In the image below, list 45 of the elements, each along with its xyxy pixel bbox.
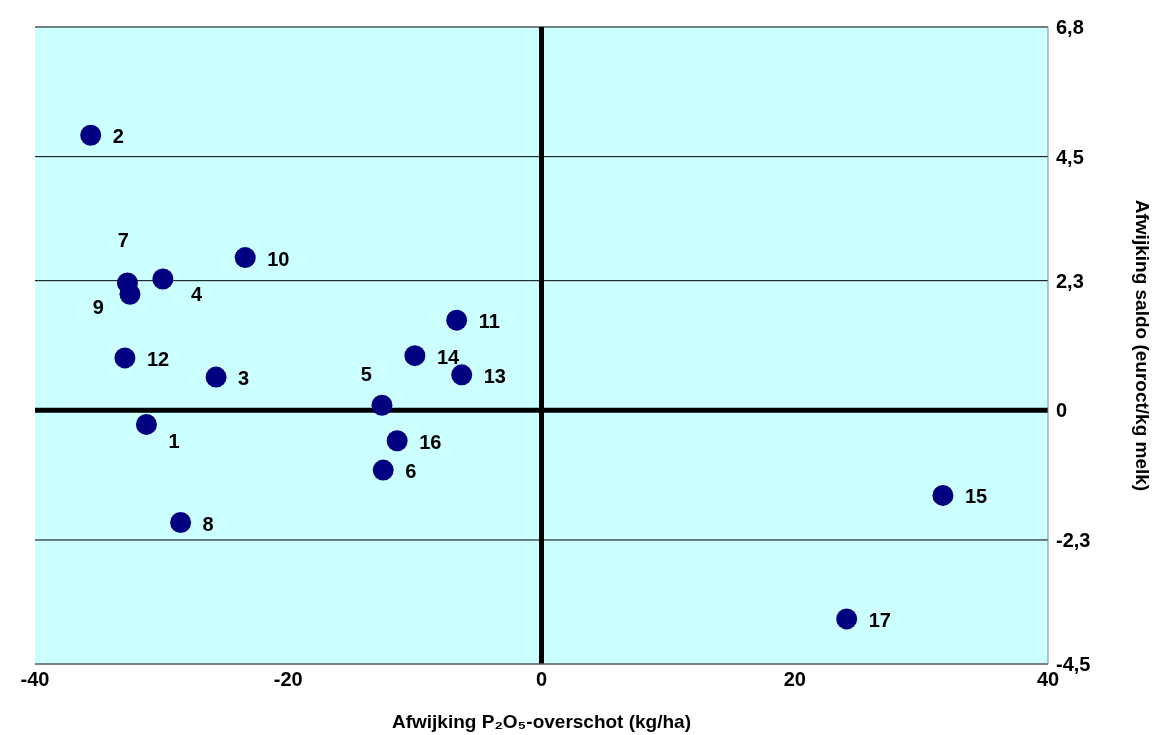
point	[170, 512, 192, 534]
point	[234, 247, 256, 269]
annotation: 8	[202, 512, 214, 535]
annotation: 3	[238, 367, 250, 390]
y-tick-label: 2,3	[1056, 269, 1084, 292]
point	[451, 364, 473, 386]
annotation: 12	[146, 347, 170, 370]
annotation: 13	[483, 364, 506, 387]
x-tick-label: 40	[1036, 668, 1060, 691]
point	[152, 268, 174, 290]
y-tick-label: 6,8	[1056, 16, 1084, 39]
y-tick-label: -2,3	[1056, 529, 1091, 552]
y-axis-title: Afwijking saldo (euroct/kg melk)	[1132, 199, 1154, 492]
point	[135, 413, 157, 435]
annotation: 9	[92, 296, 104, 319]
point	[371, 394, 393, 416]
point	[114, 347, 136, 369]
annotation: 6	[405, 460, 417, 483]
x-tick-label: 20	[783, 668, 806, 691]
annotation: 7	[117, 228, 129, 251]
point	[205, 366, 227, 388]
annotation: 4	[190, 282, 203, 305]
point	[119, 283, 141, 305]
point	[404, 345, 426, 367]
point	[372, 459, 394, 481]
annotation: 17	[868, 608, 891, 631]
annotation: 11	[478, 310, 500, 333]
x-tick-label: -40	[20, 668, 50, 691]
point	[80, 124, 102, 146]
point	[836, 608, 858, 630]
annotation: 16	[419, 430, 442, 453]
annotation: 5	[360, 363, 372, 386]
point	[446, 309, 468, 331]
x-axis-title: Afwijking P₂O₅-overschot (kg/ha)	[391, 711, 692, 732]
point	[932, 484, 954, 506]
x-tick-label: 0	[535, 668, 548, 691]
annotation: 15	[964, 485, 988, 508]
y-tick-label: 4,5	[1056, 145, 1084, 168]
annotation: 2	[112, 125, 124, 148]
annotation: 14	[436, 345, 460, 368]
point	[386, 430, 408, 452]
x-tick-label: -20	[273, 668, 303, 691]
annotation: 1	[168, 430, 180, 453]
annotation: 10	[267, 247, 290, 270]
y-tick-label: 0	[1056, 399, 1068, 422]
